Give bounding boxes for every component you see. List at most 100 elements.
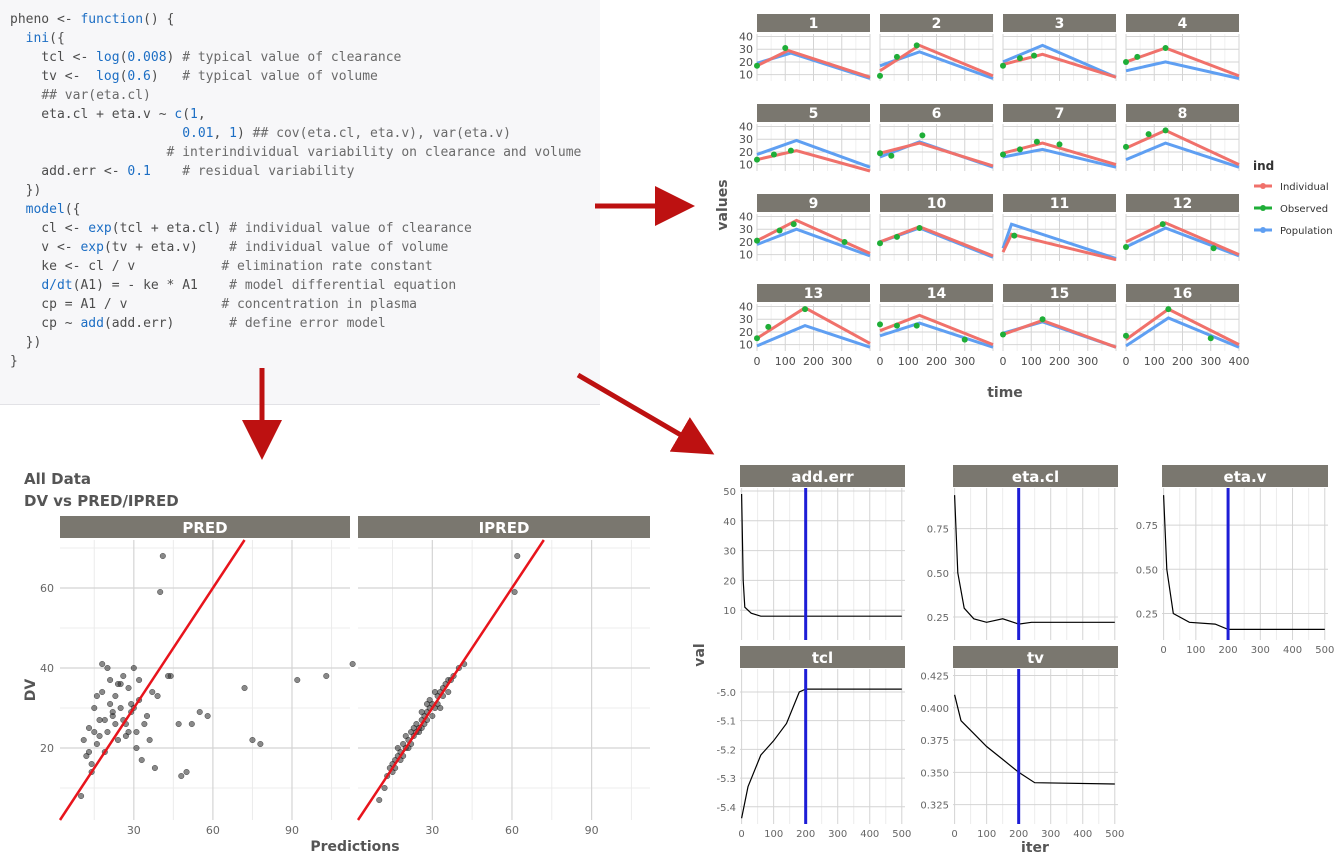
trace-panel: tcl -5.0 -5.1 -5.2 -5.3 -5.4 0 100 200 300 400 500: [716, 646, 911, 840]
population-line: [1002, 43, 1117, 79]
observed-point: [1039, 316, 1046, 323]
code-token: tv <-: [10, 69, 97, 84]
individual-line: [1002, 52, 1117, 79]
code-token: (add.err): [103, 316, 230, 331]
panel-background: [358, 540, 650, 820]
data-point: [80, 736, 87, 744]
panel-strip-label: add.err: [791, 468, 854, 486]
observed-point: [754, 237, 760, 244]
y-tick-label: -5.0: [716, 688, 736, 699]
panel-strip-label: PRED: [182, 519, 227, 537]
code-token: ini: [25, 31, 50, 46]
y-tick-label: 0.50: [927, 569, 949, 580]
code-token: # individual value of volume: [229, 240, 449, 255]
panel-strip-label: eta.v: [1224, 468, 1267, 486]
x-tick-label: 90: [285, 824, 299, 837]
trace-panel: eta.v 0.25 0.50 0.75 0 100 200 300 400 500: [1136, 465, 1334, 656]
observed-point: [1162, 127, 1169, 134]
panel-strip: [358, 516, 650, 538]
code-line: tv <- log(0.6) # typical value of volume: [10, 69, 378, 84]
panel-strip-label: 5: [809, 106, 819, 122]
observed-point: [782, 44, 789, 51]
identity-line: [58, 539, 246, 821]
panel-strip-label: eta.cl: [1012, 468, 1059, 486]
panel-strip: [953, 646, 1118, 668]
parameter-traces-chart: add.err1020304050eta.cl0.250.500.75eta.v…: [692, 465, 1334, 854]
code-token: # concentration in plasma: [221, 297, 417, 312]
code-token: (tv + eta.v): [103, 240, 230, 255]
population-line: [879, 321, 994, 349]
observed-point: [1000, 151, 1006, 158]
code-line: ini({: [10, 31, 65, 46]
individual-line: [1001, 232, 1117, 262]
trace-panel: eta.cl 0.25 0.50 0.75: [927, 465, 1118, 640]
fit-panel: 7: [1000, 104, 1117, 171]
data-point: [429, 712, 436, 720]
chart-subtitle: DV vs PRED/IPRED: [24, 492, 179, 510]
code-token: # typical value of volume: [182, 69, 378, 84]
panel-strip-label: 7: [1055, 106, 1065, 122]
data-point: [257, 740, 264, 748]
y-tick-label: 40: [723, 517, 736, 528]
observed-point: [893, 322, 900, 329]
panel-strip: [60, 516, 350, 538]
x-tick-label: 60: [505, 824, 519, 837]
observed-point: [877, 72, 883, 79]
code-token: 0.6: [127, 69, 151, 84]
code-line: # interindividual variability on clearan…: [10, 145, 582, 160]
individual-line: [756, 48, 871, 79]
observed-point: [1134, 53, 1141, 60]
data-point: [381, 784, 388, 792]
fit-panel: 3: [1000, 14, 1117, 81]
observed-point: [770, 151, 777, 158]
code-token: # elimination rate constant: [221, 259, 433, 274]
x-tick-label: 100: [775, 355, 796, 368]
y-tick-label: 0.350: [920, 768, 949, 779]
legend-key-point: [1260, 183, 1266, 189]
scatter-panel: IPRED 30 60 90: [356, 516, 650, 837]
code-token: cp ~: [10, 316, 81, 331]
y-tick-label: -5.1: [716, 717, 736, 728]
y-tick-label: 0.25: [927, 613, 949, 624]
flow-arrows: [242, 186, 715, 460]
data-point: [114, 680, 122, 688]
data-point: [183, 768, 190, 776]
data-point: [107, 676, 114, 684]
code-line: cp = A1 / v # concentration in plasma: [10, 297, 417, 312]
data-point: [138, 756, 145, 764]
population-line: [756, 227, 871, 258]
data-point: [178, 772, 185, 780]
data-point: [149, 688, 156, 696]
data-point: [204, 712, 211, 720]
y-tick-label: 50: [723, 487, 736, 498]
population-line: [1125, 316, 1240, 349]
y-tick-label: 20: [739, 56, 753, 69]
x-tick-label: 200: [1009, 829, 1028, 840]
code-token: 1: [190, 107, 198, 122]
code-token: # model differential equation: [229, 278, 457, 293]
x-tick-label: 0: [1000, 355, 1007, 368]
observed-point: [1159, 221, 1166, 228]
x-tick-label: 200: [1172, 355, 1193, 368]
code-token: function: [80, 12, 144, 27]
panel-strip: [757, 14, 870, 32]
population-line: [1125, 60, 1240, 80]
trace-line: [741, 493, 902, 617]
trace-panel: add.err 10 20 30 40 50: [723, 465, 905, 640]
x-tick-label: 100: [898, 355, 919, 368]
code-token: (tcl + eta.cl): [111, 221, 230, 236]
panel-strip-label: 12: [1173, 196, 1192, 212]
panel-strip: [757, 284, 870, 302]
data-point: [437, 704, 444, 712]
y-tick-label: 20: [739, 146, 753, 159]
fit-panel: 2: [877, 14, 994, 81]
data-point: [349, 660, 356, 668]
panel-strip: [880, 14, 993, 32]
legend-key-point: [1260, 227, 1266, 233]
panel-strip-label: 6: [932, 106, 942, 122]
y-tick-label: 0.25: [1136, 609, 1158, 620]
y-tick-label: 30: [723, 547, 736, 558]
observed-point: [877, 321, 883, 328]
data-point: [109, 708, 116, 716]
